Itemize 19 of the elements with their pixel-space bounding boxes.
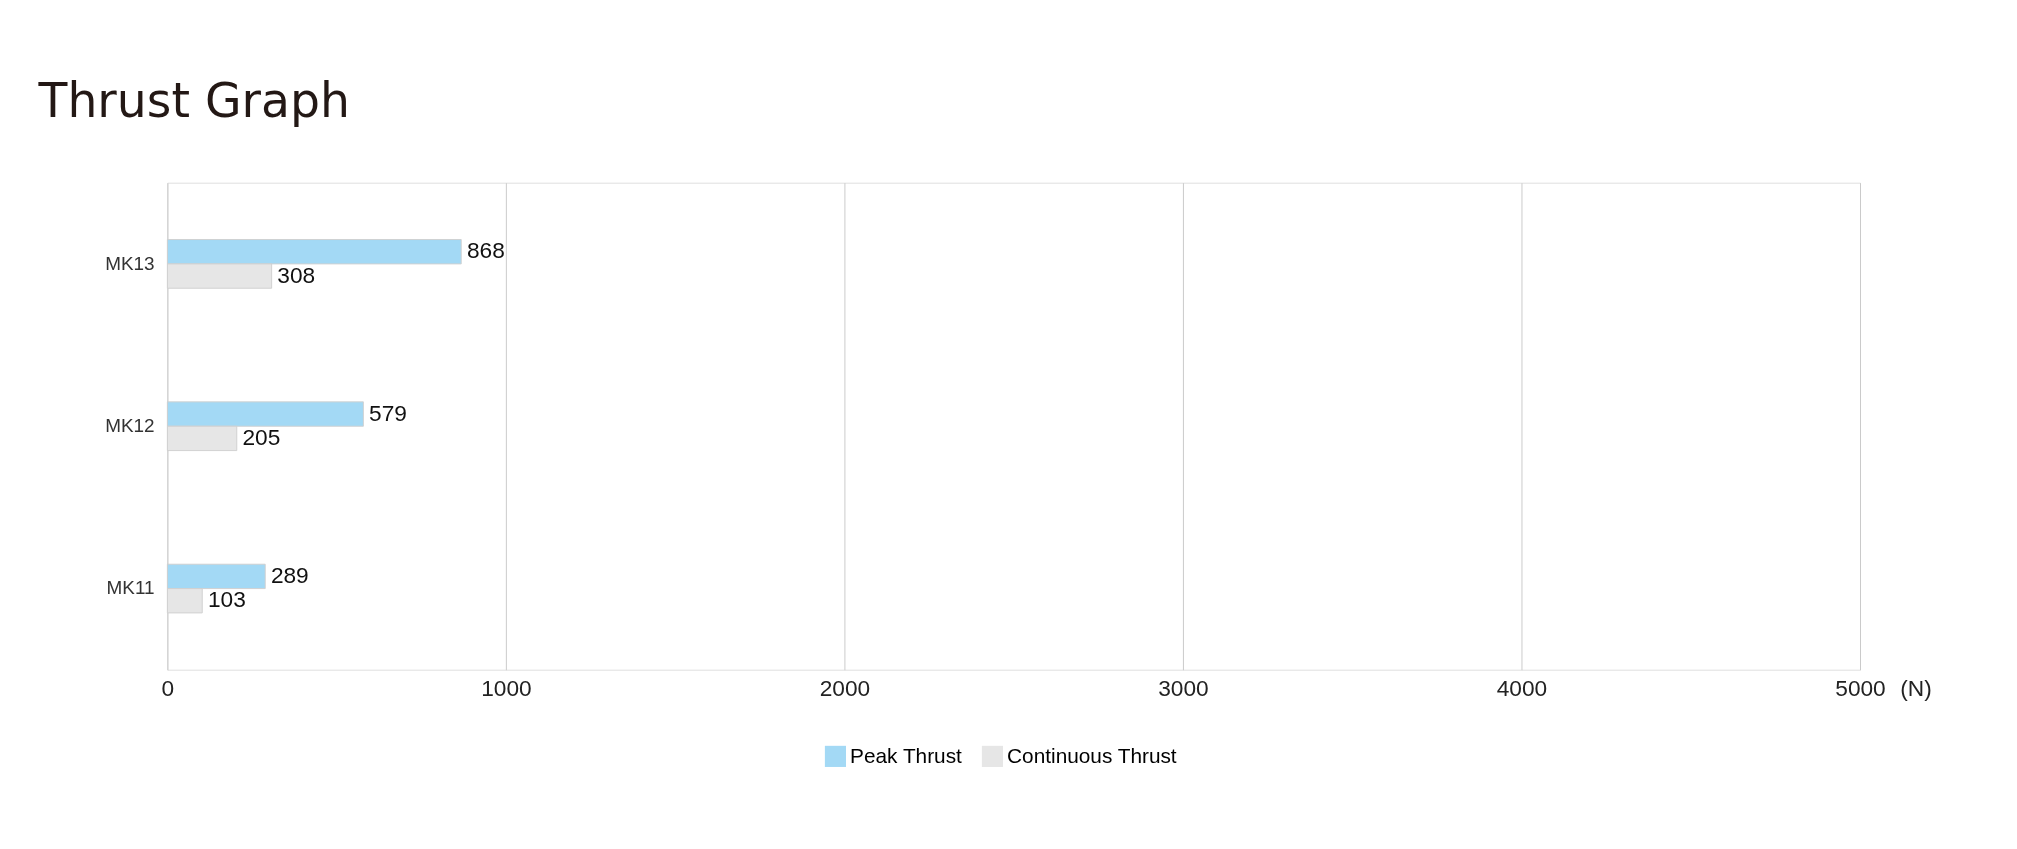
data-label: 579 [369, 399, 407, 426]
data-label: 308 [277, 261, 316, 288]
y-tick-label: MK13 [105, 252, 155, 274]
y-tick-label: MK12 [105, 414, 155, 436]
legend-label: Peak Thrust [850, 744, 963, 768]
data-label: 205 [242, 424, 281, 451]
data-label: 289 [270, 562, 309, 588]
data-label: 103 [207, 586, 246, 613]
x-tick-label: 2000 [819, 674, 871, 701]
x-tick-label: 0 [161, 674, 175, 701]
y-tick-label: MK11 [106, 577, 155, 599]
chart-title: Thrust Graph [37, 72, 350, 128]
legend-label: Continuous Thrust [1007, 744, 1177, 768]
x-axis-title: (N) [1900, 674, 1932, 701]
x-tick-label: 4000 [1496, 674, 1548, 701]
x-tick-label: 1000 [481, 674, 532, 701]
data-label: 868 [466, 237, 505, 264]
x-tick-label: 3000 [1158, 674, 1209, 701]
x-tick-label: 5000 [1835, 674, 1886, 701]
